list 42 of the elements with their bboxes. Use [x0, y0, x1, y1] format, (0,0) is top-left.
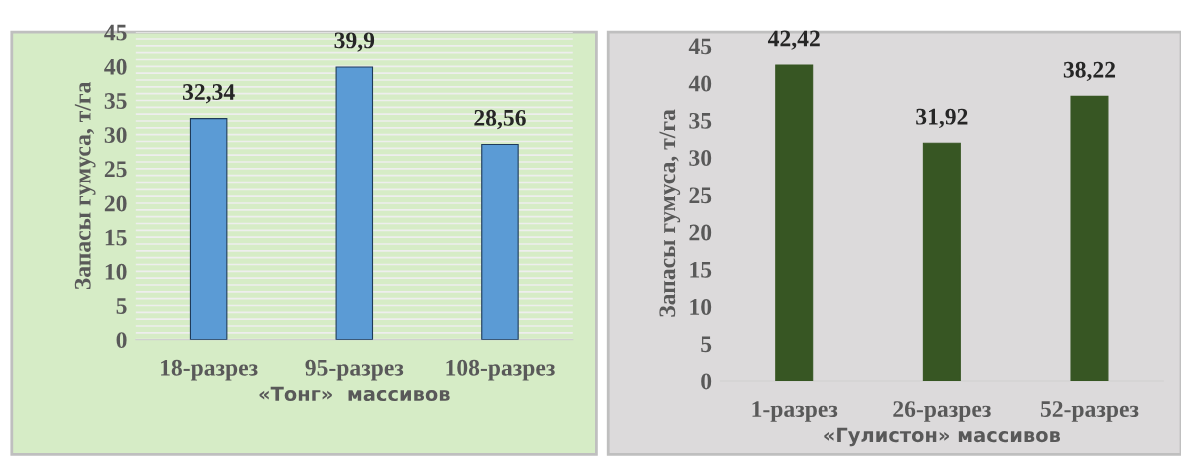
bar	[1070, 95, 1109, 381]
bar	[335, 66, 374, 340]
y-tick-label: 25	[104, 161, 127, 178]
y-tick-label: 20	[689, 224, 712, 241]
x-tick-label: 26-разрез	[893, 401, 991, 422]
x-tick-label: 18-разрез	[161, 359, 258, 381]
bar	[481, 143, 519, 340]
y-tick-label: 15	[105, 229, 127, 246]
y-tick-label: 5	[116, 298, 127, 314]
y-tick-label: 40	[688, 75, 712, 92]
y-axis-title: Запасы гумуса, т/га	[659, 109, 681, 317]
y-tick-label: 0	[116, 332, 127, 349]
data-label: 32,34	[182, 84, 235, 104]
y-tick-label: 35	[104, 93, 127, 109]
data-label: 42,42	[767, 30, 820, 50]
data-label: 28,56	[474, 109, 526, 130]
x-tick-label: 108-разрез	[446, 359, 555, 381]
y-tick-label: 20	[104, 195, 127, 212]
y-tick-label: 35	[689, 112, 712, 129]
bar	[189, 118, 228, 340]
y-tick-label: 45	[104, 24, 127, 41]
data-label: 38,22	[1063, 61, 1116, 82]
y-tick-label: 45	[688, 38, 712, 55]
y-tick-label: 10	[690, 299, 712, 315]
data-label: 39,9	[334, 32, 375, 52]
data-label: 31,92	[916, 108, 968, 129]
y-axis-title: Запасы гумуса, т/га	[74, 81, 96, 290]
x-axis-title: «Тонг» массивов	[259, 386, 450, 402]
y-tick-label: 30	[689, 150, 712, 167]
y-tick-label: 30	[104, 127, 127, 144]
y-tick-label: 40	[104, 58, 127, 75]
bar	[922, 142, 961, 381]
bar	[775, 64, 814, 381]
y-tick-label: 10	[105, 263, 127, 280]
x-tick-label: 95-разрез	[305, 359, 404, 381]
x-tick-label: 1-разрез	[752, 401, 838, 422]
y-tick-label: 5	[701, 336, 712, 353]
x-axis-title: «Гулистон» массивов	[824, 427, 1061, 447]
y-tick-label: 25	[689, 187, 712, 204]
x-tick-label: 52-разрез	[1040, 401, 1139, 422]
y-tick-label: 0	[701, 373, 712, 390]
y-tick-label: 15	[690, 261, 712, 278]
